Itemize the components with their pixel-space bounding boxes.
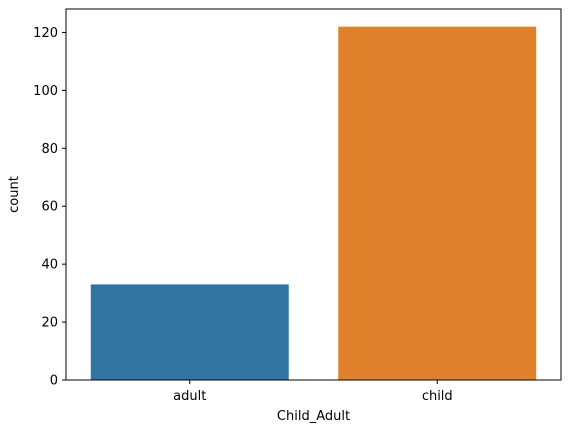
y-axis-label: count [7, 176, 22, 213]
x-axis-ticks: adult child [173, 380, 453, 404]
plot-area [90, 26, 537, 381]
y-tick-label: 40 [41, 258, 58, 273]
y-axis-ticks: 0 20 40 60 80 100 120 [33, 26, 66, 389]
axes-frame [65, 8, 562, 381]
bar-adult [90, 284, 289, 380]
y-tick-label: 100 [33, 84, 58, 99]
y-tick-label: 60 [41, 200, 58, 215]
bar-child [338, 26, 537, 381]
y-tick-label: 20 [41, 316, 58, 331]
y-tick-label: 80 [41, 142, 58, 157]
y-tick-label: 0 [50, 374, 58, 389]
x-tick-label: child [422, 389, 453, 404]
y-tick-label: 120 [33, 26, 58, 41]
x-axis-label: Child_Adult [277, 409, 350, 424]
x-tick-label: adult [173, 389, 206, 404]
